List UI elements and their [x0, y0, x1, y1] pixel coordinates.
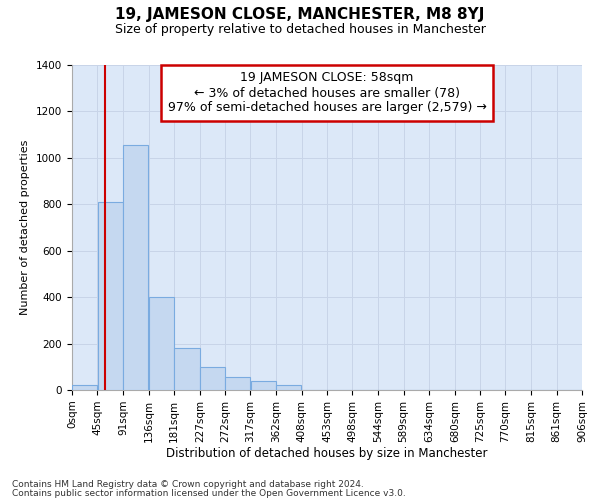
- Bar: [276, 386, 301, 390]
- Bar: [200, 367, 225, 390]
- Bar: [174, 348, 200, 390]
- Bar: [226, 377, 250, 390]
- X-axis label: Distribution of detached houses by size in Manchester: Distribution of detached houses by size …: [166, 448, 488, 460]
- Text: 19, JAMESON CLOSE, MANCHESTER, M8 8YJ: 19, JAMESON CLOSE, MANCHESTER, M8 8YJ: [115, 8, 485, 22]
- Bar: [72, 385, 97, 390]
- Bar: [251, 381, 275, 390]
- Text: Size of property relative to detached houses in Manchester: Size of property relative to detached ho…: [115, 22, 485, 36]
- Y-axis label: Number of detached properties: Number of detached properties: [20, 140, 31, 315]
- Bar: [124, 145, 148, 390]
- Text: 19 JAMESON CLOSE: 58sqm
← 3% of detached houses are smaller (78)
97% of semi-det: 19 JAMESON CLOSE: 58sqm ← 3% of detached…: [167, 72, 487, 114]
- Bar: [149, 297, 173, 390]
- Text: Contains public sector information licensed under the Open Government Licence v3: Contains public sector information licen…: [12, 488, 406, 498]
- Bar: [98, 202, 123, 390]
- Text: Contains HM Land Registry data © Crown copyright and database right 2024.: Contains HM Land Registry data © Crown c…: [12, 480, 364, 489]
